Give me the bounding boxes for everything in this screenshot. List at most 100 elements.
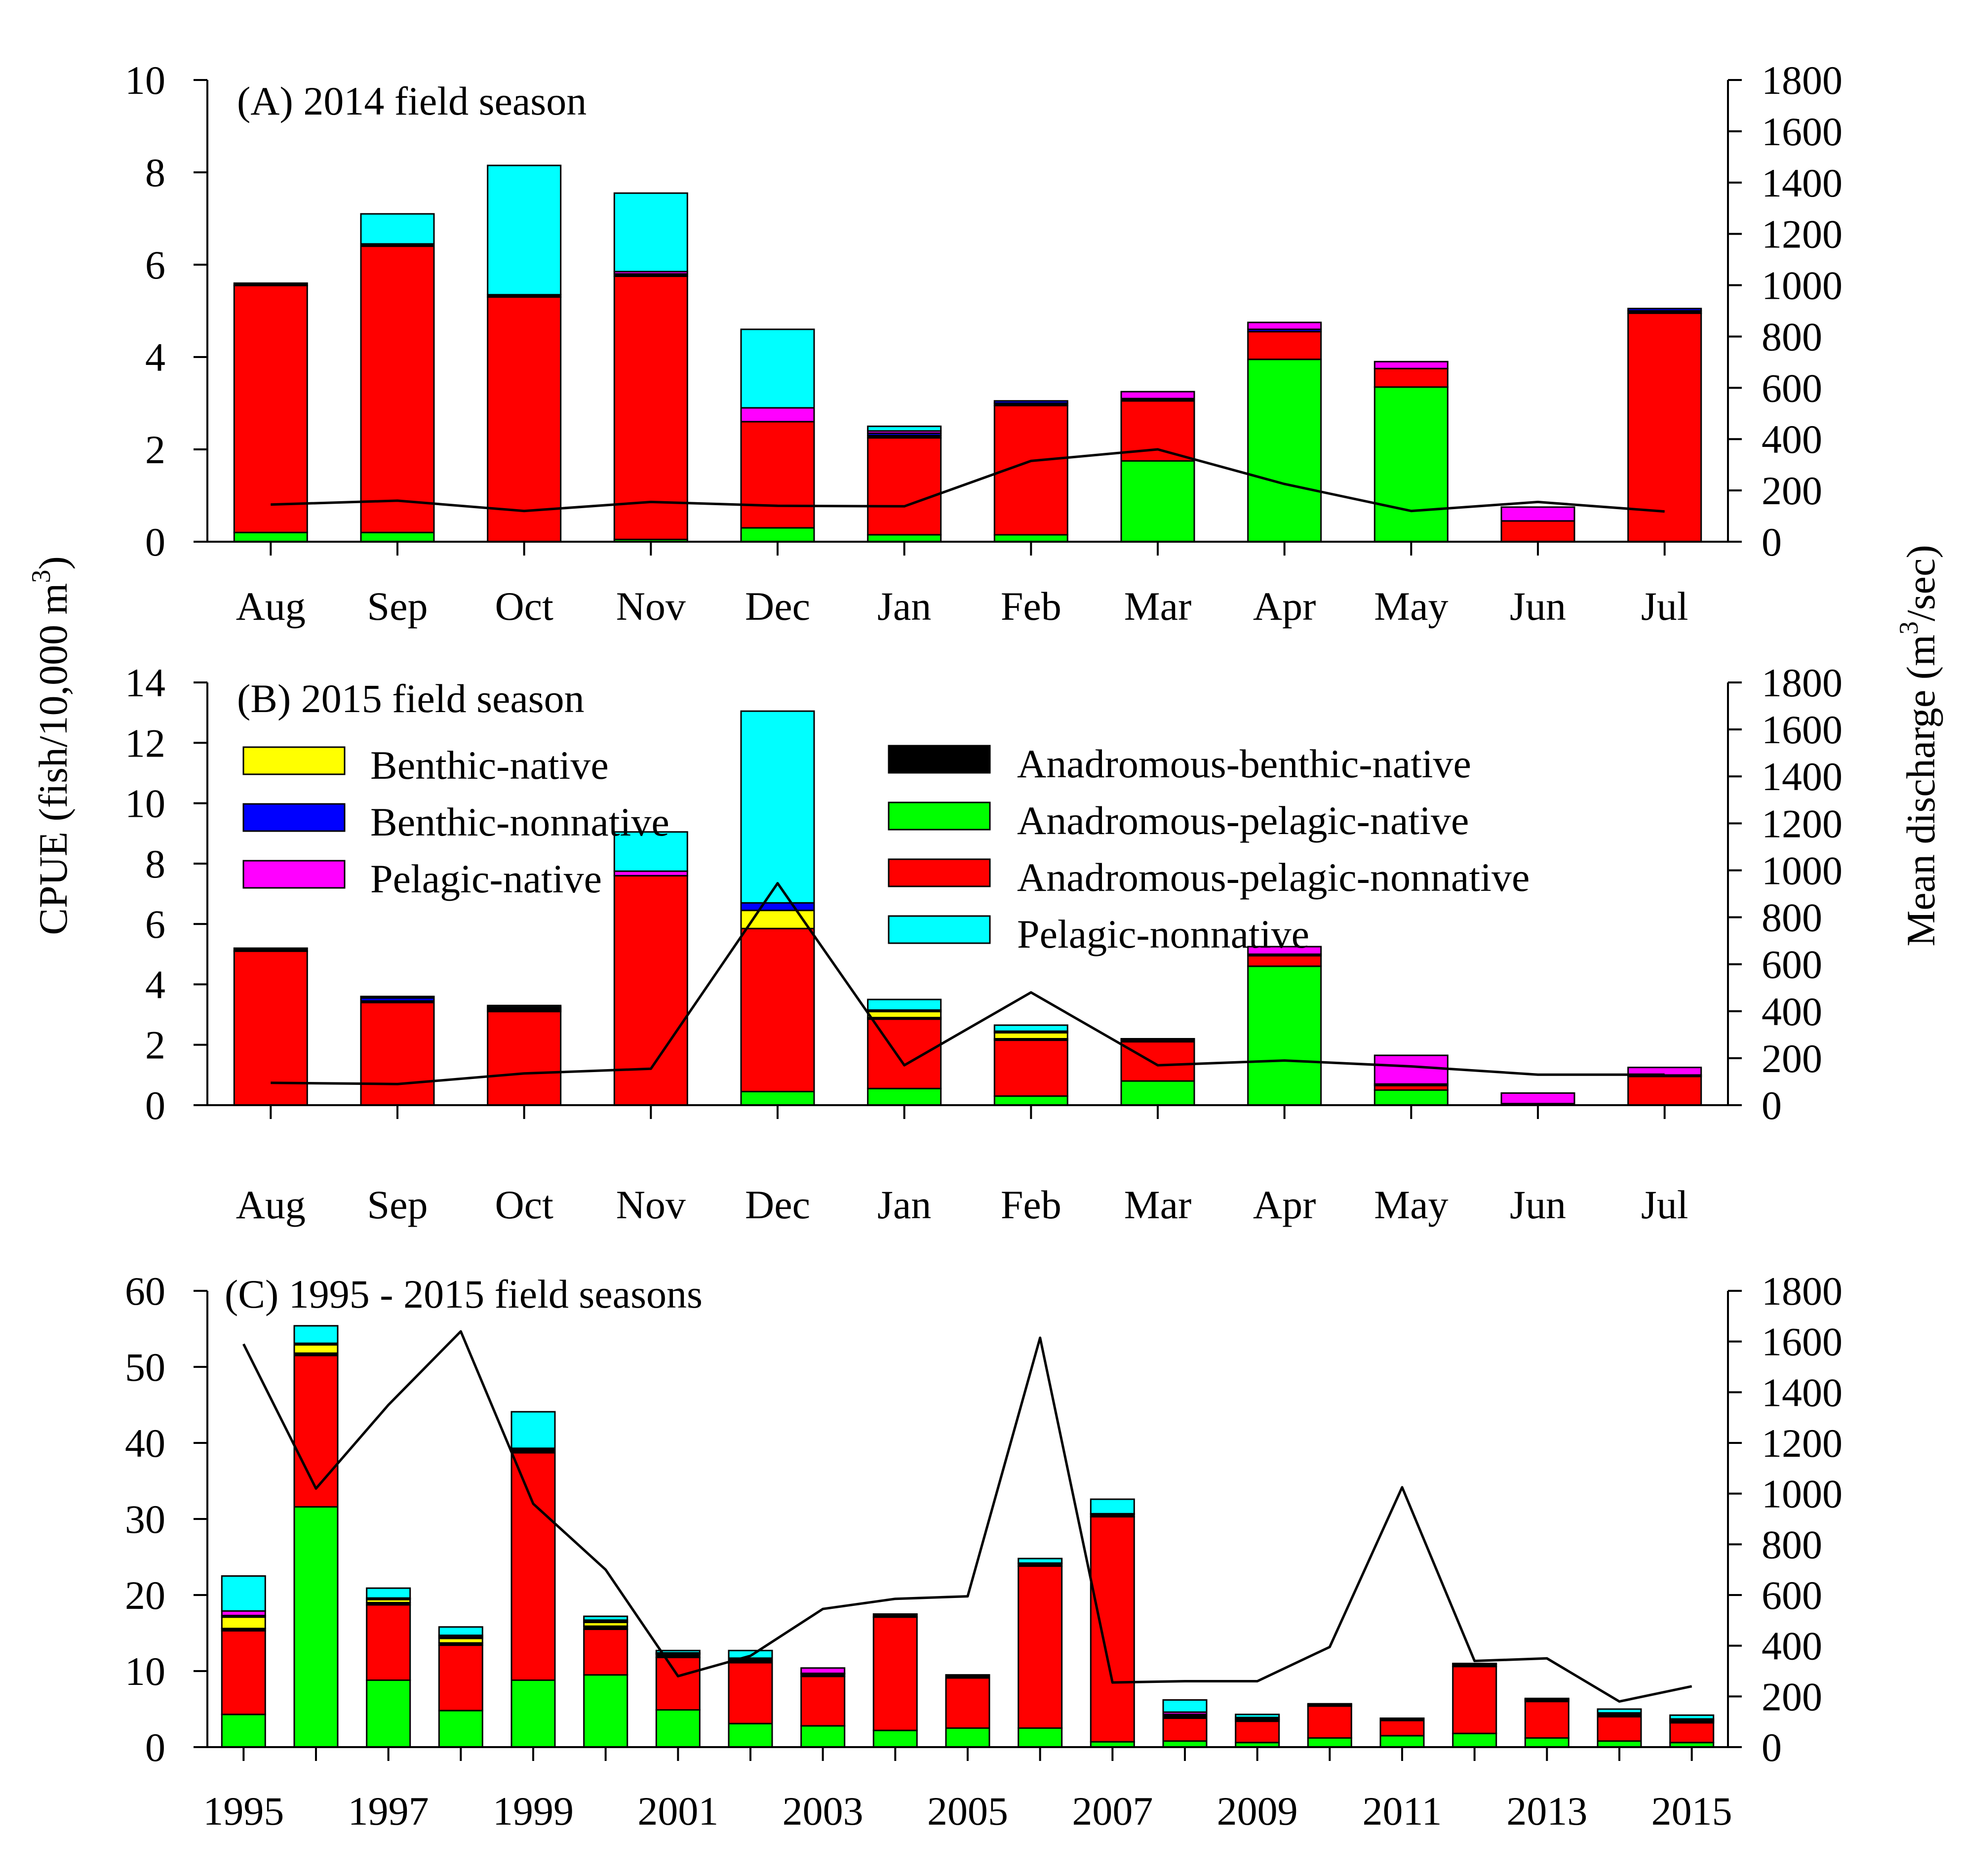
x-tick-label-a-10: Jun: [1510, 584, 1566, 629]
right-tick-label-c-3: 600: [1762, 1573, 1822, 1618]
x-tick-label-b-7: Mar: [1124, 1182, 1192, 1227]
bar-segment-b-1-6: [360, 996, 435, 999]
bar-segment-b-9-5: [1373, 1054, 1449, 1085]
bar-segment-c-17-1: [1452, 1666, 1497, 1734]
bar-segment-c-16-0: [1379, 1735, 1425, 1748]
left-tick-label-c-2: 20: [125, 1573, 165, 1618]
right-tick-label-a-4: 800: [1762, 314, 1822, 359]
bar-segment-c-7-0: [728, 1722, 773, 1748]
bar-segment-c-20-6: [1669, 1714, 1715, 1720]
right-tick-label-b-1: 200: [1762, 1036, 1822, 1081]
x-tick-label-a-3: Nov: [616, 584, 686, 629]
discharge-line-c: [242, 1330, 1692, 1703]
bar-segment-a-6-4: [993, 400, 1068, 404]
bar-segment-c-7-6: [728, 1649, 773, 1659]
bar-segment-c-14-1: [1235, 1720, 1280, 1744]
right-tick-label-b-5: 1000: [1762, 848, 1843, 893]
legend-swatch-anadromous-benthic-native: [888, 745, 991, 774]
bar-segment-a-4-6: [740, 328, 815, 409]
x-tick-label-c-12: 2007: [1072, 1789, 1153, 1834]
x-tick-label-b-9: May: [1374, 1182, 1448, 1227]
bar-segment-c-13-1: [1162, 1717, 1208, 1742]
bar-segment-c-10-0: [945, 1727, 990, 1748]
bar-segment-c-6-1: [655, 1656, 701, 1711]
bar-segment-b-2-6: [487, 1004, 562, 1008]
bar-segment-b-4-6: [740, 710, 815, 904]
x-tick-label-c-14: 2009: [1217, 1789, 1298, 1834]
right-axis-title-close: /sec): [1898, 545, 1943, 621]
bar-segment-a-2-1: [487, 296, 562, 543]
bar-segment-b-9-0: [1373, 1089, 1449, 1106]
bar-segment-b-0-2: [233, 947, 308, 952]
bar-segment-c-0-1: [221, 1630, 266, 1716]
bar-segment-c-11-6: [1018, 1557, 1063, 1564]
left-axis-title-close: ): [31, 556, 76, 569]
x-tick-label-b-5: Jan: [877, 1182, 931, 1227]
right-tick-label-a-2: 400: [1762, 417, 1822, 462]
bar-segment-a-10-5: [1500, 506, 1575, 522]
bar-segment-c-15-0: [1307, 1737, 1352, 1748]
right-tick-label-c-7: 1400: [1762, 1370, 1843, 1415]
right-tick-label-c-6: 1200: [1762, 1421, 1843, 1466]
bar-segment-c-3-6: [438, 1626, 483, 1637]
panel-c-title: (C) 1995 - 2015 field seasons: [225, 1272, 703, 1317]
left-tick-label-b-3: 6: [145, 902, 165, 947]
bar-segment-b-8-5: [1247, 946, 1322, 955]
bar-segment-a-8-0: [1247, 359, 1322, 543]
x-tick-label-a-6: Feb: [1001, 584, 1061, 629]
bar-segment-b-8-1: [1247, 955, 1322, 967]
x-tick-label-b-0: Aug: [236, 1182, 306, 1227]
left-axis-title: CPUE (fish/10,000 m3): [26, 556, 76, 935]
bar-segment-b-8-0: [1247, 965, 1322, 1106]
right-axis-title-sup: 3: [1894, 621, 1923, 635]
bar-segment-a-3-1: [613, 275, 688, 540]
bar-segment-c-0-3: [221, 1616, 266, 1630]
x-tick-label-c-18: 2013: [1506, 1789, 1587, 1834]
bar-segment-c-12-1: [1090, 1516, 1135, 1743]
left-tick-label-b-6: 12: [125, 720, 165, 765]
bar-segment-a-6-0: [993, 534, 1068, 543]
right-tick-label-b-2: 400: [1762, 989, 1822, 1034]
bar-segment-b-10-5: [1500, 1092, 1575, 1105]
bar-segment-a-8-5: [1247, 321, 1322, 330]
right-tick-label-c-0: 0: [1762, 1725, 1782, 1770]
right-tick-label-a-8: 1600: [1762, 109, 1843, 154]
bar-segment-b-5-3: [867, 1011, 942, 1019]
bar-segment-c-12-6: [1090, 1498, 1135, 1515]
svg-text:CPUE (fish/10,000 m3): CPUE (fish/10,000 m3): [26, 556, 76, 935]
legend-label-benthic-nonnative: Benthic-nonnative: [370, 799, 669, 844]
bar-segment-a-7-5: [1120, 391, 1195, 399]
bar-segment-c-2-0: [366, 1679, 411, 1748]
left-tick-label-c-3: 30: [125, 1497, 165, 1542]
bar-segment-b-6-0: [993, 1095, 1068, 1106]
bar-segment-c-11-0: [1018, 1727, 1063, 1748]
left-tick-label-b-2: 4: [145, 962, 165, 1007]
bar-segment-a-7-0: [1120, 460, 1195, 543]
bar-segment-c-5-1: [583, 1628, 628, 1676]
bar-segment-b-6-1: [993, 1039, 1068, 1097]
bar-segment-b-6-3: [993, 1032, 1068, 1040]
bar-segment-b-2-1: [487, 1011, 562, 1106]
bar-segment-c-7-1: [728, 1662, 773, 1724]
x-tick-label-a-9: May: [1374, 584, 1448, 629]
left-tick-label-a-3: 6: [145, 242, 165, 287]
x-tick-label-b-11: Jul: [1641, 1182, 1688, 1227]
right-tick-label-c-1: 200: [1762, 1674, 1822, 1719]
x-tick-label-c-4: 1999: [493, 1789, 574, 1834]
x-tick-label-a-1: Sep: [367, 584, 428, 629]
bar-segment-c-2-1: [366, 1604, 411, 1681]
bar-segment-b-4-0: [740, 1091, 815, 1106]
bar-segment-c-4-0: [510, 1679, 556, 1748]
right-tick-label-a-5: 1000: [1762, 263, 1843, 308]
x-tick-label-b-8: Apr: [1253, 1182, 1316, 1227]
legend: Benthic-native Benthic-nonnative Pelagic…: [242, 741, 1530, 957]
right-tick-label-b-8: 1600: [1762, 707, 1843, 752]
bar-segment-c-17-0: [1452, 1732, 1497, 1748]
x-tick-label-c-0: 1995: [203, 1789, 284, 1834]
x-tick-label-c-8: 2003: [783, 1789, 863, 1834]
left-tick-label-a-2: 4: [145, 335, 165, 380]
bar-segment-a-4-1: [740, 421, 815, 529]
bar-segment-a-5-1: [867, 437, 942, 536]
bar-segment-b-7-1: [1120, 1041, 1195, 1082]
right-tick-label-c-9: 1800: [1762, 1269, 1843, 1314]
